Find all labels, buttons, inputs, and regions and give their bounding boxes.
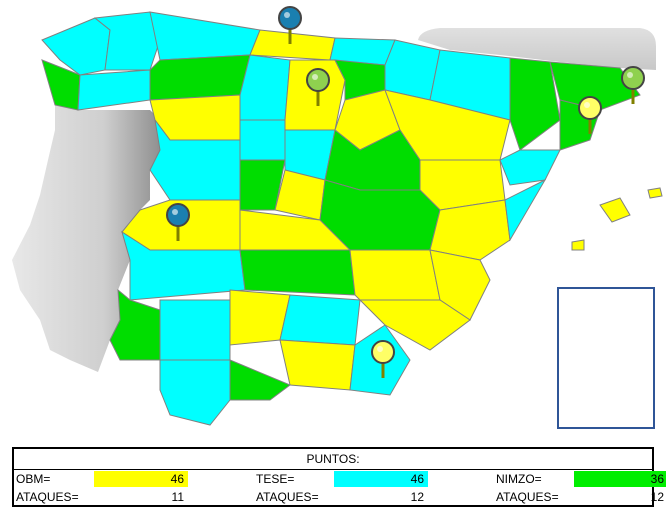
island-ibiza	[571, 239, 585, 251]
province-malaga	[229, 359, 291, 401]
island-menorca	[647, 187, 663, 199]
player-obm-ataques-label: ATAQUES=	[16, 490, 79, 504]
province-granada	[279, 339, 356, 391]
portugal-region	[12, 100, 165, 372]
canary-islands-inset	[557, 287, 655, 429]
spain-map	[12, 6, 663, 429]
score-title: PUNTOS:	[14, 449, 652, 470]
province-asturias	[149, 11, 261, 61]
points-row: OBM= 46 TESE= 46 NIMZO= 36	[14, 470, 666, 488]
province-leon	[149, 54, 251, 101]
province-avila	[239, 159, 286, 211]
province-lleida	[509, 57, 561, 151]
ataques-row: ATAQUES= 11 ATAQUES= 12 ATAQUES= 12	[14, 488, 664, 506]
pin-cantabria-icon[interactable]	[278, 6, 302, 44]
player-tese-label: TESE=	[256, 472, 295, 486]
province-cadiz	[159, 359, 231, 426]
player-nimzo-ataques: 12	[650, 490, 664, 504]
province-cantabria	[249, 29, 336, 61]
pin-girona-icon[interactable]	[621, 66, 645, 104]
province-alicante	[429, 249, 491, 321]
province-albacete	[349, 249, 441, 301]
province-palencia	[239, 54, 291, 121]
province-valencia	[429, 199, 511, 261]
province-castellon	[504, 178, 547, 242]
province-sevilla	[159, 299, 231, 361]
player-nimzo-label: NIMZO=	[496, 472, 542, 486]
player-obm-ataques: 11	[171, 490, 184, 504]
province-huelva	[109, 288, 161, 361]
france-region	[418, 28, 656, 70]
player-tese-ataques-label: ATAQUES=	[256, 490, 319, 504]
player-nimzo-ataques-label: ATAQUES=	[496, 490, 559, 504]
province-jaen	[279, 294, 361, 346]
province-girona	[549, 61, 641, 111]
province-murcia	[358, 299, 471, 351]
pin-barcelona-icon[interactable]	[578, 96, 602, 134]
pin-almeria-icon[interactable]	[371, 340, 395, 378]
player-nimzo-points: 36	[574, 471, 666, 487]
province-tarragona	[499, 149, 561, 186]
player-tese-ataques: 12	[410, 490, 424, 504]
pin-caceres-icon[interactable]	[166, 203, 190, 241]
player-tese-points: 46	[334, 471, 428, 487]
player-obm-label: OBM=	[16, 472, 51, 486]
province-valladolid	[239, 119, 286, 161]
province-baleares	[599, 197, 631, 223]
player-obm-points: 46	[94, 471, 188, 487]
pin-burgos-icon[interactable]	[306, 68, 330, 106]
province-ourense	[77, 69, 151, 111]
province-ciudad-real	[239, 249, 356, 296]
score-table: PUNTOS: OBM= 46 TESE= 46 NIMZO= 36 ATAQU…	[12, 447, 666, 507]
